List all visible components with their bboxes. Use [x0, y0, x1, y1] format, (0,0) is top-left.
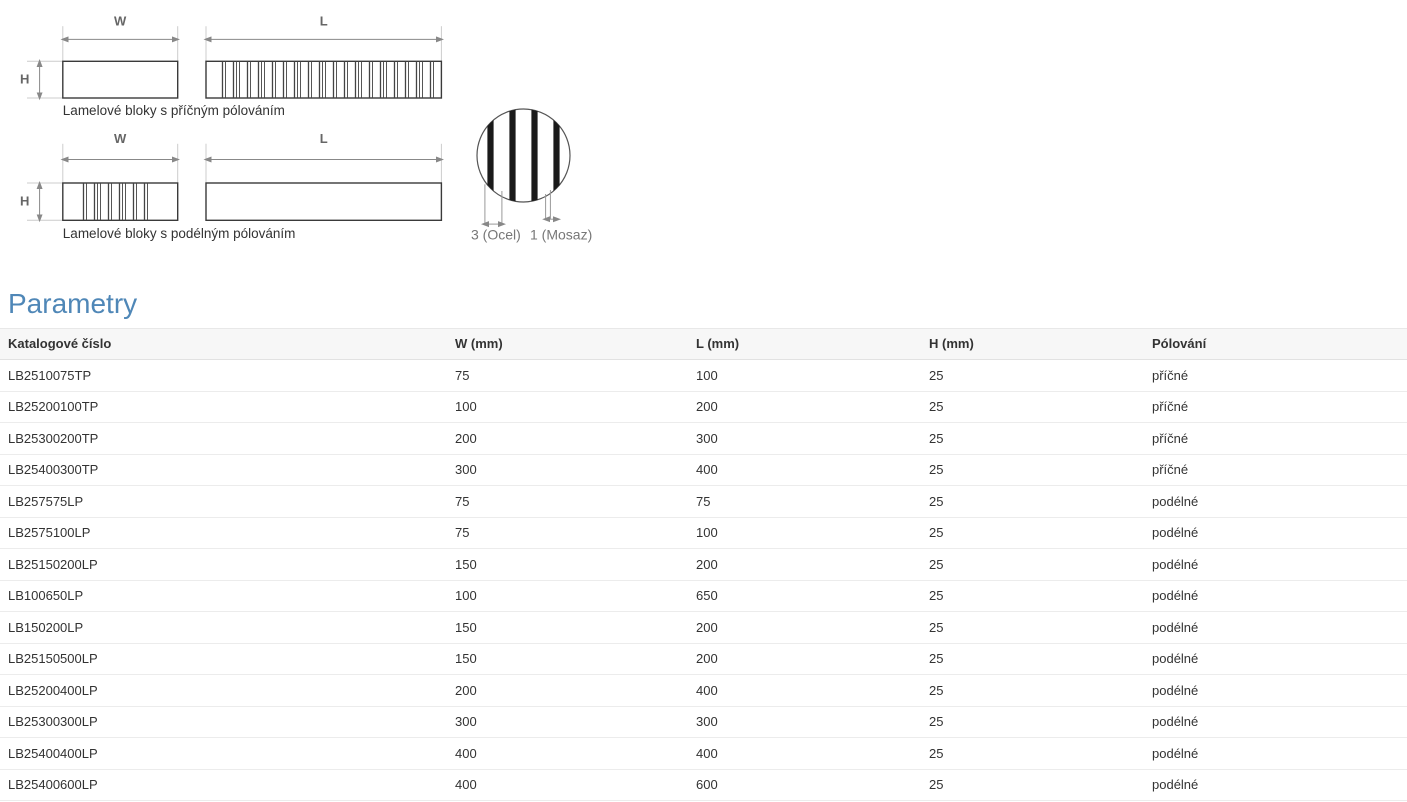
- svg-text:H: H: [20, 194, 29, 209]
- svg-text:1 (Mosaz): 1 (Mosaz): [530, 227, 592, 243]
- svg-text:W: W: [114, 14, 127, 29]
- svg-text:3 (Ocel): 3 (Ocel): [471, 227, 521, 243]
- svg-text:W: W: [114, 131, 127, 146]
- svg-text:L: L: [320, 14, 328, 29]
- svg-text:Lamelové bloky s podélným pólo: Lamelové bloky s podélným pólováním: [63, 226, 296, 241]
- svg-text:Lamelové bloky s příčným pólov: Lamelové bloky s příčným pólováním: [63, 103, 285, 118]
- svg-text:H: H: [20, 72, 29, 87]
- svg-text:L: L: [320, 131, 328, 146]
